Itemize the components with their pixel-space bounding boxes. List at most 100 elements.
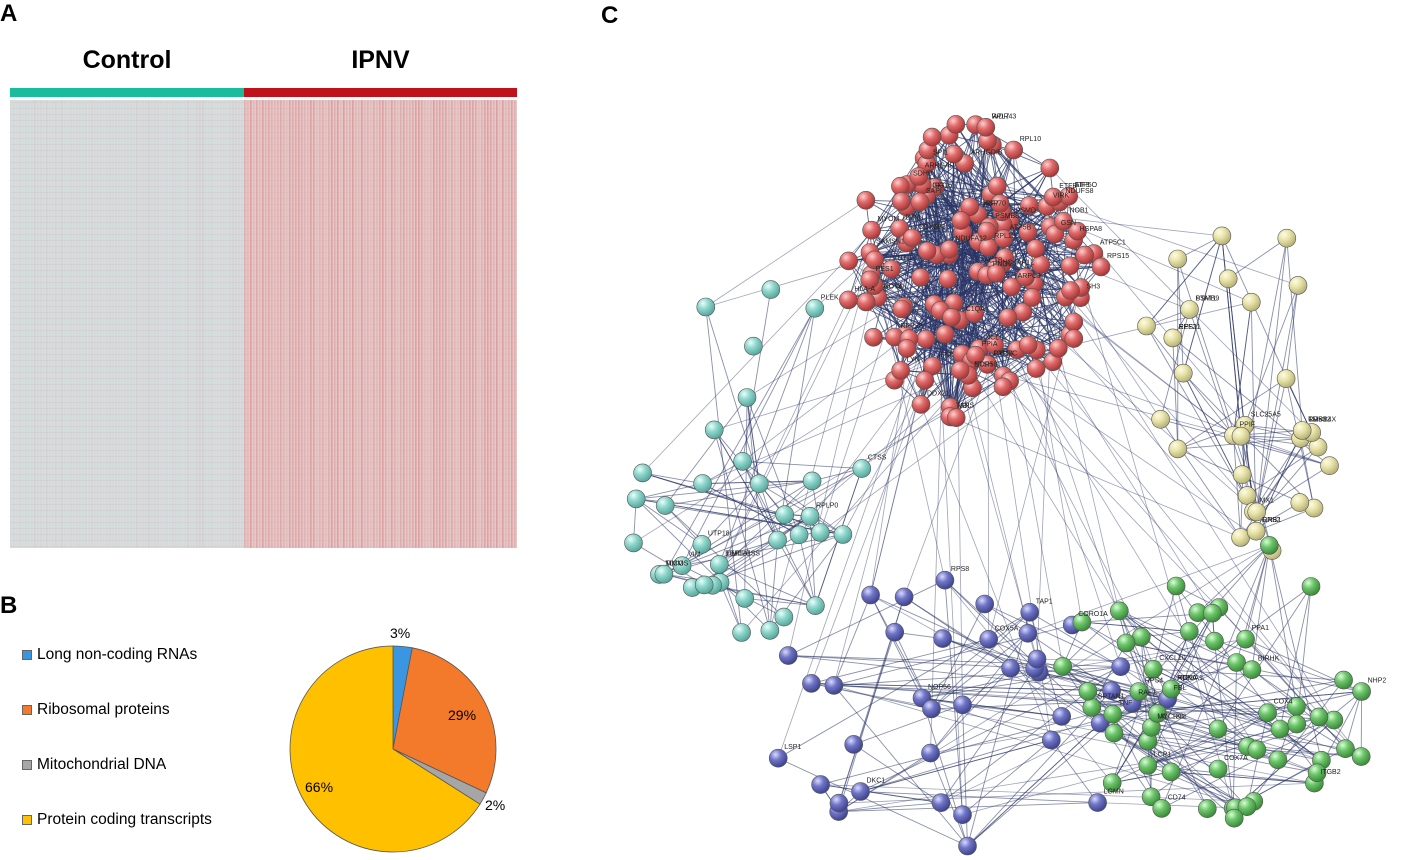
network-edge (633, 542, 705, 586)
network-node-red (1019, 196, 1039, 215)
network-edge (1007, 317, 1362, 757)
network-edge (930, 633, 1029, 754)
network-node-red (965, 304, 984, 323)
network-node-red (892, 299, 912, 319)
network-edge (1036, 658, 1318, 774)
network-node-green (1203, 603, 1222, 623)
network-edge (769, 540, 779, 631)
network-edge (967, 690, 1112, 847)
network-edge (894, 253, 1095, 338)
network-node-label: RPL10 (1020, 136, 1042, 143)
network-node-cyan (744, 336, 763, 356)
network-edge (838, 802, 1098, 813)
network-node-label: ITGB2 (1320, 769, 1340, 776)
network-node-label: MYL12B (1157, 713, 1184, 720)
network-edge (1177, 378, 1287, 450)
network-node-cyan (704, 420, 724, 440)
network-node-green (1247, 740, 1267, 760)
network-edge (1036, 349, 1083, 623)
network-edge (940, 668, 1035, 803)
network-node-red (995, 248, 1014, 267)
network-node-yellow (1137, 316, 1156, 336)
network-node-label: PLEK (821, 294, 839, 301)
network-edge (838, 545, 1270, 812)
network-node-label: EEF2 (1179, 324, 1197, 331)
network-edge (921, 671, 1039, 699)
network-node-blue (885, 622, 905, 642)
network-node-label: TNF (1119, 700, 1133, 707)
network-edge (955, 124, 1335, 721)
network-node-label: EIF3 (1075, 182, 1090, 189)
network-edge (903, 596, 1101, 724)
network-node-yellow (1276, 369, 1296, 389)
network-edge (1233, 435, 1242, 538)
network-node-label: NDUFA12 (955, 235, 987, 242)
network-edge (1049, 167, 1312, 433)
network-node-green (1309, 707, 1329, 727)
network-edge (712, 252, 871, 586)
network-node-yellow (1237, 486, 1257, 505)
network-edge (992, 144, 1050, 169)
network-edge (921, 697, 1052, 741)
network-edge (741, 375, 969, 633)
network-node-label: TARS (956, 403, 974, 410)
network-edge (899, 228, 1081, 289)
network-edge (704, 534, 844, 586)
network-node-label: B2M (906, 215, 921, 222)
network-edge (1221, 235, 1319, 448)
network-edge (1256, 238, 1288, 512)
network-node-red (1026, 359, 1046, 378)
network-node-red (1026, 239, 1045, 258)
network-node-red (1064, 312, 1084, 332)
network-edge (820, 361, 1054, 533)
network-edge (944, 579, 1113, 783)
network-node-blue (824, 676, 844, 695)
network-node-label: RPS2 (1262, 517, 1280, 524)
network-edge (1344, 691, 1363, 749)
network-node-label: RPP38 (901, 323, 923, 330)
network-node-red (986, 264, 1006, 283)
network-edge (1171, 662, 1237, 690)
network-node-label: NCL (985, 335, 999, 342)
network-edge (962, 704, 1062, 717)
network-edge (712, 259, 875, 586)
network-edge (1146, 235, 1223, 327)
network-node-red (1015, 267, 1035, 287)
network-node-red (839, 251, 859, 271)
network-node-red (897, 339, 917, 358)
network-edge (848, 260, 922, 405)
network-node-red (909, 167, 929, 186)
heatmap-group-ipnv-bar (244, 88, 517, 97)
network-node-label: RRP12 (1308, 417, 1331, 424)
network-edge (1036, 658, 1237, 663)
network-node-red (856, 191, 876, 210)
network-node-label: CD74 (1168, 794, 1186, 801)
network-edge (1246, 446, 1319, 496)
network-edge (746, 397, 771, 631)
network-node-green (1152, 799, 1172, 818)
network-edge (713, 429, 771, 631)
network-edge (1251, 669, 1320, 718)
network-edge (1118, 610, 1158, 714)
network-node-green (1103, 704, 1123, 724)
network-node-green (1227, 653, 1246, 672)
network-node-blue (779, 646, 798, 665)
network-edge (663, 308, 816, 575)
heatmap-group-ipnv-label: IPNV (351, 46, 410, 74)
network-node-yellow (1288, 276, 1308, 295)
network-node-cyan (760, 621, 780, 640)
network-node-blue (851, 782, 870, 801)
network-node-label: RAF1 (1138, 690, 1156, 697)
network-edge (1172, 337, 1179, 449)
network-node-label: RPS4 (1145, 678, 1163, 685)
network-edge (900, 201, 1037, 369)
network-node-label: NOVA (884, 283, 904, 290)
network-edge (967, 612, 1031, 847)
network-node-blue (1041, 730, 1061, 750)
pie-slice-3 (289, 645, 481, 853)
network-node-yellow (1247, 502, 1267, 522)
network-node-red (939, 240, 959, 259)
network-edge (746, 397, 760, 484)
network-edge (950, 416, 1241, 538)
panel-label-a: A (0, 0, 18, 27)
